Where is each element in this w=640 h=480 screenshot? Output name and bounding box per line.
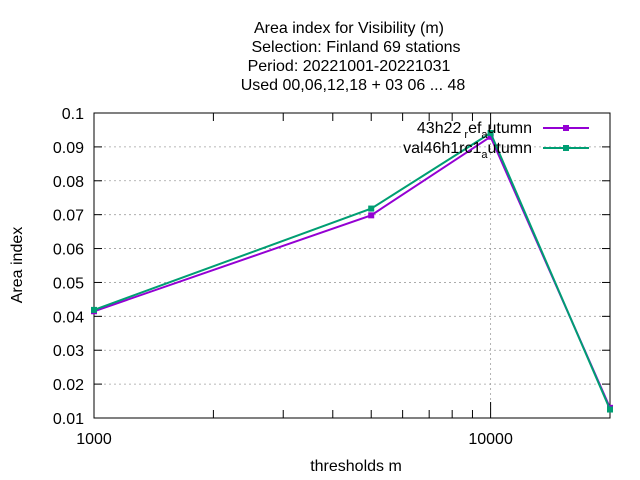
series-layer — [91, 129, 613, 413]
legend-label-part: utumn — [488, 120, 532, 137]
y-axis-label: Area index — [9, 227, 26, 304]
legend-swatch-marker — [563, 125, 569, 131]
legend-label-part: utumn — [488, 140, 532, 157]
y-tick-label: 0.03 — [53, 343, 84, 360]
data-point — [91, 306, 97, 313]
series-2 — [91, 129, 613, 413]
legend-label-part: val46h1rc1 — [403, 140, 481, 157]
x-tick-label: 10000 — [468, 431, 513, 448]
minor-ticks — [212, 113, 473, 418]
y-tick-labels: 0.01 0.02 0.03 0.04 0.05 0.06 0.07 0.08 0.09 0.1 — [53, 106, 84, 428]
series-line — [93, 135, 611, 409]
legend-label: 43h22 refautumn — [417, 120, 532, 141]
plot-frame — [93, 112, 611, 419]
series-line — [93, 131, 611, 410]
data-point — [368, 205, 375, 212]
legend-label-part: ef — [468, 120, 482, 137]
chart-title-line-2: Selection: Finland 69 stations — [251, 39, 460, 56]
data-point — [487, 129, 494, 136]
x-tick-label: 1000 — [76, 431, 112, 448]
data-point — [487, 133, 494, 140]
chart-title-line-3: Period: 20221001-20221031 — [248, 58, 451, 75]
chart-title-line-1: Area index for Visibility (m) — [254, 20, 444, 37]
legend-label-part: a — [481, 149, 488, 161]
y-tick-label: 0.09 — [53, 140, 84, 157]
legend-label: val46h1rc1autumn — [403, 140, 532, 161]
y-tick-label: 0.05 — [53, 275, 84, 292]
chart-title: Area index for Visibility (m) Selection:… — [241, 20, 466, 94]
legend-label-part: a — [481, 129, 488, 141]
data-point — [607, 406, 613, 413]
legend-entry-1: 43h22 refautumn — [417, 120, 589, 141]
legend-label-part: 43h22 — [417, 120, 462, 137]
y-tick-label: 0.04 — [53, 309, 84, 326]
grid — [93, 112, 610, 419]
y-tick-label: 0.01 — [53, 411, 84, 428]
x-axis-label: thresholds m — [310, 458, 402, 475]
y-tick-label: 0.02 — [53, 377, 84, 394]
data-point — [368, 212, 375, 219]
series-1 — [91, 133, 613, 411]
y-tick-label: 0.06 — [53, 242, 84, 259]
y-tick-label: 0.1 — [62, 106, 84, 123]
x-tick-labels: 1000 10000 — [76, 431, 513, 448]
y-tick-label: 0.08 — [53, 174, 84, 191]
y-tick-label: 0.07 — [53, 208, 84, 225]
legend-swatch-marker — [563, 145, 569, 151]
chart-title-line-4: Used 00,06,12,18 + 03 06 ... 48 — [241, 77, 466, 94]
legend-entry-2: val46h1rc1autumn — [403, 140, 589, 161]
legend-label-part: r — [464, 129, 468, 141]
